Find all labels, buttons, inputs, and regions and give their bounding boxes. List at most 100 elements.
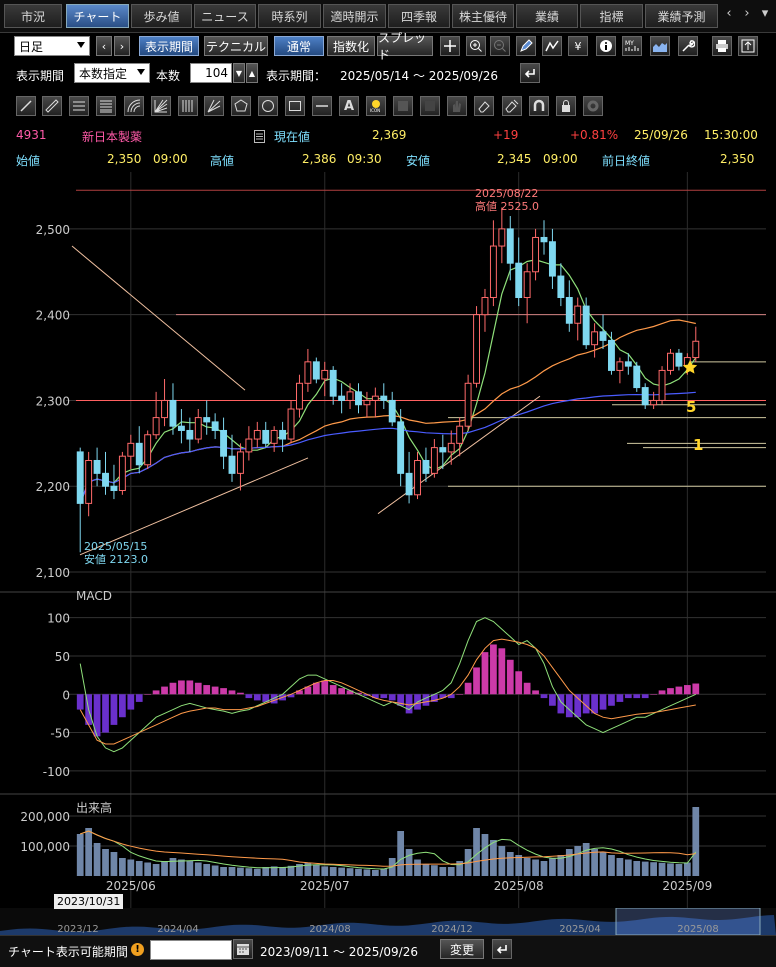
- vertical-lines-icon[interactable]: [178, 96, 198, 116]
- tab-forecast[interactable]: 業績予測: [645, 4, 718, 28]
- print-icon[interactable]: [712, 36, 732, 56]
- normal-button[interactable]: 通常: [274, 36, 324, 56]
- tab-scroll-right-icon[interactable]: ›: [744, 6, 750, 21]
- arc-tool-icon[interactable]: [124, 96, 144, 116]
- volume-bar: [245, 868, 253, 876]
- trend-icon[interactable]: [542, 36, 562, 56]
- candle-body: [355, 391, 362, 406]
- count-input[interactable]: 104: [190, 63, 232, 83]
- tab-menu-icon[interactable]: ▾: [761, 6, 769, 21]
- hline-icon[interactable]: [312, 96, 332, 116]
- reset-icon[interactable]: [492, 939, 512, 959]
- prev-close-label: 前日終値: [602, 154, 651, 168]
- ruler-tool-icon[interactable]: [42, 96, 62, 116]
- icon-stamp-icon[interactable]: ICON: [366, 96, 386, 116]
- x-tick-label: 2025/07: [300, 879, 350, 893]
- volume-bar: [591, 849, 598, 876]
- count-up-icon[interactable]: ▲: [246, 63, 258, 83]
- magnet-icon[interactable]: [529, 96, 549, 116]
- tab-disclosure[interactable]: 適時開示: [323, 4, 386, 28]
- macd-histogram-bar: [346, 690, 354, 695]
- tab-chart[interactable]: チャート: [66, 4, 129, 28]
- candle-body: [565, 297, 573, 324]
- info-icon[interactable]: [596, 36, 616, 56]
- macd-tick-label: -100: [43, 765, 70, 779]
- calendar-icon[interactable]: [233, 939, 253, 959]
- date-input[interactable]: [150, 940, 232, 960]
- candle-body: [76, 451, 84, 504]
- macd-histogram-bar: [658, 690, 666, 695]
- period-navigator[interactable]: 2023/12 2024/04 2024/08 2024/12 2025/04 2025/…: [0, 894, 776, 936]
- tab-indicators[interactable]: 指標: [580, 4, 643, 28]
- prev-close-value: 2,350: [720, 152, 755, 166]
- volume-bar: [355, 868, 362, 876]
- macd-histogram-bar: [464, 682, 472, 695]
- horizontal-lines-icon[interactable]: [69, 96, 89, 116]
- period-mode-value: 本数指定: [79, 66, 128, 81]
- tab-scroll-left-icon[interactable]: ‹: [726, 6, 732, 21]
- candle-body: [102, 472, 109, 487]
- macd-histogram-bar: [93, 694, 101, 737]
- pen-icon[interactable]: [516, 36, 536, 56]
- spread-button[interactable]: スプレッド: [377, 31, 433, 62]
- text-tool-icon[interactable]: A: [339, 96, 359, 116]
- tab-earnings[interactable]: 業績: [516, 4, 578, 28]
- volume-bar: [304, 862, 312, 876]
- eraser-icon[interactable]: [474, 96, 494, 116]
- candle-body: [177, 425, 185, 431]
- tab-benefits[interactable]: 株主優待: [452, 4, 514, 28]
- crosshair-icon[interactable]: [440, 36, 460, 56]
- volume-bar: [658, 862, 666, 876]
- low-label: 安値: [406, 154, 431, 168]
- yen-icon[interactable]: ¥: [568, 36, 588, 56]
- volume-bar: [624, 859, 632, 876]
- x-tick-label: 2025/09: [662, 879, 712, 893]
- tab-market[interactable]: 市況: [4, 4, 62, 28]
- macd-histogram-bar: [431, 694, 438, 702]
- area-chart-icon[interactable]: [650, 36, 670, 56]
- erase-all-icon[interactable]: [502, 96, 522, 116]
- candle-body: [329, 369, 337, 397]
- volume-bar: [574, 846, 582, 876]
- line-tool-icon[interactable]: [16, 96, 36, 116]
- next-button[interactable]: ›: [114, 36, 130, 56]
- technical-button[interactable]: テクニカル: [204, 36, 268, 56]
- zoom-in-icon[interactable]: [466, 36, 486, 56]
- tab-timeseries[interactable]: 時系列: [258, 4, 321, 28]
- candle-body: [93, 459, 101, 474]
- fan-tool-icon[interactable]: [204, 96, 224, 116]
- tab-news[interactable]: ニュース: [194, 4, 256, 28]
- pentagon-icon[interactable]: [231, 96, 251, 116]
- period-select[interactable]: 日足: [14, 36, 90, 56]
- prev-button[interactable]: ‹: [96, 36, 112, 56]
- count-down-icon[interactable]: ▼: [233, 63, 245, 83]
- count-label: 本数: [156, 69, 181, 83]
- volume-bar: [667, 863, 674, 876]
- macd-histogram-bar: [523, 682, 531, 695]
- index-button[interactable]: 指数化: [327, 36, 375, 56]
- macd-histogram-bar: [565, 694, 573, 718]
- change-button[interactable]: 変更: [440, 939, 484, 959]
- wrench-icon[interactable]: [678, 36, 698, 56]
- display-period-button[interactable]: 表示期間: [139, 36, 199, 56]
- my-chart-icon[interactable]: MY: [622, 36, 642, 56]
- export-icon[interactable]: [738, 36, 758, 56]
- gann-fan-icon[interactable]: [151, 96, 171, 116]
- moving-average-line: [79, 259, 697, 504]
- circle-icon[interactable]: [258, 96, 278, 116]
- document-icon[interactable]: [254, 128, 265, 147]
- tab-tick[interactable]: 歩み値: [131, 4, 192, 28]
- volume-bar: [405, 849, 413, 876]
- lock-icon[interactable]: [556, 96, 576, 116]
- tab-shikiho[interactable]: 四季報: [388, 4, 450, 28]
- fibonacci-icon[interactable]: [96, 96, 116, 116]
- reset-icon[interactable]: [520, 63, 540, 83]
- period-mode-select[interactable]: 本数指定: [74, 63, 150, 83]
- zoom-out-icon[interactable]: [490, 36, 510, 56]
- navigator-area: [0, 915, 776, 935]
- volume-bar: [110, 852, 118, 876]
- rectangle-icon[interactable]: [285, 96, 305, 116]
- price-tick-label: 2,500: [36, 223, 70, 237]
- candle-body: [574, 305, 582, 324]
